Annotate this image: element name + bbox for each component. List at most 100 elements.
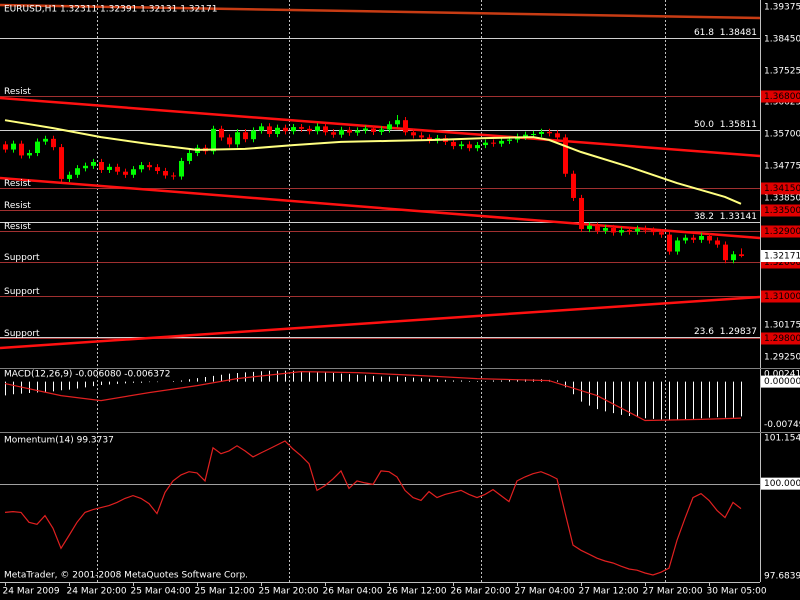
level-marker [761, 225, 800, 238]
candle-body [379, 129, 384, 132]
candle-body [555, 133, 560, 138]
level-marker [761, 332, 800, 345]
macd-signal [4, 370, 742, 422]
x-tick-label: 27 Mar 20:00 [643, 587, 703, 597]
price-marker-value: 1.32171 [764, 251, 800, 261]
candle-body [323, 126, 328, 133]
candle-body [259, 126, 264, 131]
y-tick-label: 100.0000 [764, 479, 800, 489]
candle-body [723, 244, 728, 261]
trendline [0, 3, 761, 20]
candle-body [523, 134, 528, 137]
candle-body [171, 175, 176, 177]
candle-body [307, 128, 312, 132]
candle-body [283, 127, 288, 132]
candle-body [699, 235, 704, 240]
fibonacci-name: 23.6 [694, 327, 714, 337]
fibonacci-value: 1.33141 [720, 212, 757, 222]
candle-body [411, 132, 416, 136]
candle-body [331, 132, 336, 135]
candle-body [667, 234, 672, 252]
level-marker [761, 182, 800, 195]
candle-body [683, 237, 688, 241]
candle-body [643, 228, 648, 231]
candle-body [179, 160, 184, 177]
candle-body [227, 137, 232, 145]
level-name: Resist [4, 201, 31, 211]
x-tick-label: 30 Mar 05:00 [707, 587, 767, 597]
candle-body [619, 230, 624, 233]
y-tick-label: 0.002412 [764, 370, 800, 380]
level-value: 1.29800 [764, 334, 800, 344]
level-marker [761, 90, 800, 103]
candle-body [11, 143, 16, 150]
candle-body [147, 165, 152, 168]
candle-body [531, 133, 536, 135]
candle-body [731, 254, 736, 261]
candle-body [459, 144, 464, 147]
x-tick-label: 25 Mar 04:00 [131, 587, 191, 597]
candle-body [451, 141, 456, 147]
candle-body [387, 124, 392, 130]
level-value: 1.31000 [764, 292, 800, 302]
candle-body [59, 147, 64, 179]
candle-body [163, 170, 168, 176]
candle-body [339, 129, 344, 135]
y-tick-label: 97.6839 [764, 572, 800, 582]
fibonacci-value: 1.35811 [720, 120, 757, 130]
candle-body [115, 166, 120, 172]
candle-body [507, 139, 512, 141]
y-tick-label: 1.36625 [764, 98, 800, 108]
candle-body [475, 145, 480, 149]
copyright: MetaTrader, © 2001-2008 MetaQuotes Softw… [4, 571, 248, 581]
candle-body [99, 161, 104, 170]
momentum-title: Momentum(14) 99.3737 [4, 436, 114, 446]
candle-body [651, 230, 656, 233]
y-tick-label: 101.1544 [764, 434, 800, 444]
price-marker [761, 249, 800, 262]
candle-body [131, 169, 136, 175]
candle-body [595, 225, 600, 231]
candle-body [139, 165, 144, 170]
candle-body [267, 126, 272, 134]
candle-body [707, 235, 712, 241]
x-tick-label: 27 Mar 04:00 [515, 587, 575, 597]
trendline [0, 176, 761, 240]
candle-body [315, 126, 320, 132]
candle-body [235, 132, 240, 145]
fibonacci-name: 50.0 [694, 120, 714, 130]
candle-body [675, 240, 680, 252]
candle-body [371, 128, 376, 132]
momentum-line [4, 440, 742, 576]
candle-body [739, 254, 744, 256]
level-value: 1.34150 [764, 184, 800, 194]
candle-body [19, 143, 24, 156]
candle-body [3, 144, 8, 150]
candle-body [35, 141, 40, 154]
candle-body [571, 173, 576, 198]
y-tick-label: 1.35700 [764, 129, 800, 139]
y-tick-label: 1.38450 [764, 34, 800, 44]
y-tick-box [761, 375, 800, 388]
x-tick-label: 24 Mar 2009 [3, 587, 60, 597]
candle-body [43, 138, 48, 142]
candle-body [211, 128, 216, 152]
candle-body [547, 131, 552, 134]
candle-body [275, 127, 280, 134]
level-marker [761, 204, 800, 217]
level-name: Resist [4, 87, 31, 97]
chart-title: EURUSD,H1 1.32311 1.32391 1.32131 1.3217… [4, 5, 217, 15]
y-tick-label: 1.33850 [764, 193, 800, 203]
level-name: Resist [4, 179, 31, 189]
y-tick-label: 1.37525 [764, 66, 800, 76]
candle-body [219, 128, 224, 138]
candle-body [603, 228, 608, 231]
candle-body [155, 167, 160, 171]
x-tick-label: 26 Mar 12:00 [387, 587, 447, 597]
level-marker [761, 290, 800, 303]
level-name: Support [4, 329, 40, 339]
candle-body [291, 127, 296, 132]
candle-body [395, 120, 400, 125]
